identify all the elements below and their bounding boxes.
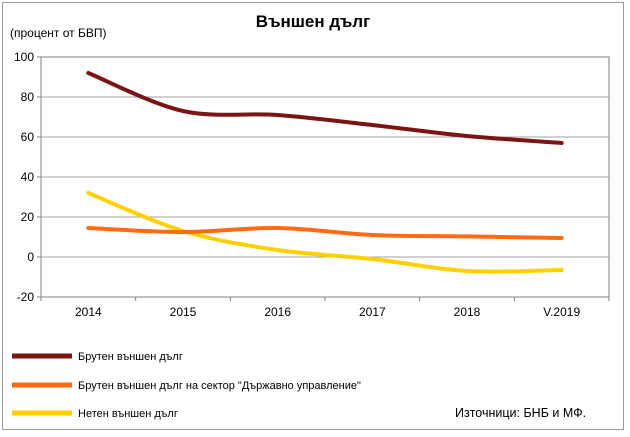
- source-note: Източници: БНБ и МФ.: [455, 406, 586, 420]
- x-tick-label: 2016: [264, 305, 291, 319]
- series-line-3: [86, 191, 564, 274]
- x-tick-label: 2014: [75, 305, 102, 319]
- y-tick-label: 40: [21, 170, 35, 184]
- x-tick-label: 2017: [359, 305, 386, 319]
- y-tick-label: -20: [17, 290, 35, 304]
- x-tick-label: V.2019: [543, 305, 580, 319]
- legend-label-3: Нетен външен дълг: [78, 408, 178, 420]
- y-tick-label: 20: [21, 210, 35, 224]
- legend-label-2: Брутен външен дълг на сектор "Държавно у…: [78, 380, 361, 392]
- y-axis-unit-label: (процент от БВП): [10, 26, 106, 40]
- legend: Брутен външен дълг Брутен външен дълг на …: [12, 351, 361, 420]
- y-tick-label: 80: [21, 90, 35, 104]
- chart-title: Външен дълг: [256, 12, 370, 31]
- plot-area: 100 80 60 40 20 0 -20 2014 2015 2016 2017 2018 V.201…: [14, 50, 610, 319]
- series-line-2: [86, 225, 564, 240]
- legend-label-1: Брутен външен дълг: [78, 351, 183, 363]
- x-tick-label: 2015: [170, 305, 197, 319]
- y-tick-label: 60: [21, 130, 35, 144]
- y-tick-label: 0: [27, 250, 34, 264]
- x-tick-label: 2018: [454, 305, 481, 319]
- series-line-1: [86, 71, 564, 145]
- y-tick-label: 100: [14, 50, 34, 64]
